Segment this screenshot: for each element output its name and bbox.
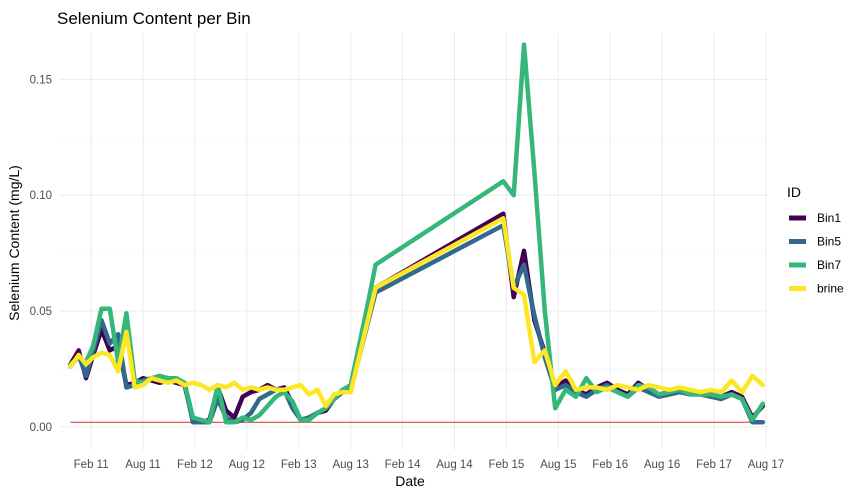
x-tick-label: Aug 13 <box>332 459 368 471</box>
series-line-bin7 <box>68 42 766 425</box>
x-tick-label: Aug 12 <box>229 459 265 471</box>
series-line-bin1 <box>68 211 766 425</box>
legend: ID Bin1 Bin5 Bin7 brine <box>787 184 844 296</box>
x-tick-label: Feb 15 <box>488 459 524 471</box>
grid <box>60 33 768 450</box>
x-axis-ticks: Feb 11 Aug 11 Feb 12 Aug 12 Feb 13 Aug 13 Feb … <box>74 459 784 471</box>
legend-label-bin5: Bin5 <box>817 235 841 249</box>
x-tick-label: Aug 11 <box>125 459 161 471</box>
x-tick-label: Feb 14 <box>385 459 421 471</box>
x-tick-label: Feb 12 <box>177 459 213 471</box>
y-tick-label: 0.10 <box>30 190 52 202</box>
y-tick-label: 0.15 <box>30 74 52 86</box>
x-tick-label: Feb 11 <box>74 459 109 471</box>
y-axis-title: Selenium Content (mg/L) <box>6 165 22 321</box>
y-axis-ticks: 0.00 0.05 0.10 0.15 <box>30 74 52 434</box>
legend-label-brine: brine <box>817 282 844 296</box>
legend-label-bin1: Bin1 <box>817 211 841 225</box>
series-line-brine <box>68 216 766 409</box>
x-tick-label: Aug 15 <box>540 459 576 471</box>
legend-title: ID <box>787 184 801 200</box>
legend-items: Bin1 Bin5 Bin7 brine <box>789 211 844 296</box>
x-tick-label: Aug 14 <box>436 459 473 471</box>
x-tick-label: Feb 13 <box>281 459 317 471</box>
y-tick-label: 0.05 <box>30 306 52 318</box>
x-tick-label: Feb 16 <box>592 459 628 471</box>
legend-label-bin7: Bin7 <box>817 258 841 272</box>
x-tick-label: Aug 16 <box>644 459 680 471</box>
x-axis-title: Date <box>395 473 425 489</box>
x-tick-label: Feb 17 <box>696 459 732 471</box>
y-tick-label: 0.00 <box>30 422 52 434</box>
series-lines <box>68 42 766 425</box>
x-tick-label: Aug 17 <box>748 459 784 471</box>
chart-title: Selenium Content per Bin <box>57 9 251 28</box>
